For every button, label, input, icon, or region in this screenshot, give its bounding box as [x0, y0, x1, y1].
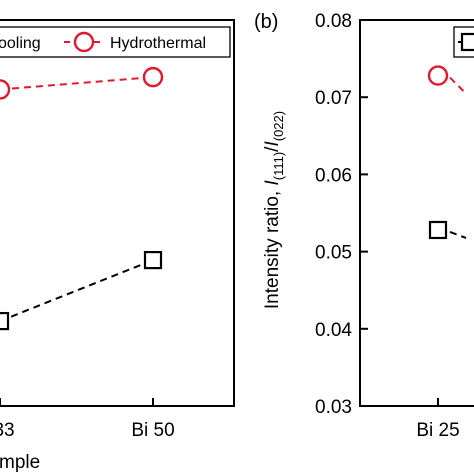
- panel-a-frame: [0, 19, 235, 407]
- marker-cooling: [428, 220, 448, 240]
- legend-marker-hydrothermal: [73, 31, 95, 53]
- panel-b: (b) Intensity ratio, I(111)/I(022) 0.030…: [254, 11, 474, 441]
- y-axis-title-prefix: Intensity ratio,: [262, 186, 283, 310]
- y-axis-title-i1: I: [262, 180, 283, 186]
- y-tick-label: 0.05: [315, 243, 352, 264]
- panel-a-x-tick-labels: 33 Bi 50: [0, 420, 175, 441]
- panel-b-label: (b): [254, 11, 278, 33]
- y-tick-label: 0.08: [315, 11, 352, 32]
- y-axis-title-slash: /: [262, 146, 283, 152]
- panel-b-x-tick-labels: Bi 25: [416, 420, 459, 441]
- panel-a-x-axis-title: mple: [0, 452, 40, 473]
- series-line-hydro: [449, 76, 467, 95]
- panel-b-markers: [427, 65, 449, 240]
- marker-hydro: [427, 65, 449, 86]
- y-axis-title-sub1: (111): [271, 152, 286, 180]
- x-tick-label: Bi 50: [131, 420, 174, 441]
- series-line-hydro: [0, 76, 154, 91]
- marker-cooling: [0, 311, 10, 331]
- panel-b-y-ticks: [360, 19, 368, 407]
- panel-b-series-lines: [449, 76, 467, 239]
- panel-a: 33 Bi 50 mple ooling Hydrothermal: [0, 19, 235, 473]
- legend: ooling Hydrothermal: [0, 26, 231, 58]
- y-tick-label: 0.04: [315, 320, 352, 341]
- marker-hydro: [142, 66, 164, 88]
- legend-label-cooling: ooling: [0, 35, 41, 52]
- panel-b-legend-partial: [453, 26, 474, 58]
- marker-hydro: [0, 79, 11, 100]
- series-line-cooling: [449, 231, 467, 239]
- x-tick-label: 33: [0, 420, 15, 441]
- legend-box: [0, 26, 231, 58]
- x-tick-label: Bi 25: [416, 420, 459, 441]
- panel-b-legend-marker-cooling: [460, 32, 474, 52]
- series-line-cooling: [0, 259, 154, 323]
- legend-label-hydrothermal: Hydrothermal: [110, 35, 206, 52]
- y-tick-label: 0.03: [315, 397, 352, 418]
- y-tick-label: 0.06: [315, 165, 352, 186]
- panel-b-frame: [359, 19, 474, 407]
- y-axis-title-sub2: (022): [271, 111, 286, 141]
- panel-b-y-tick-labels: 0.03 0.04 0.05 0.06 0.07 0.08: [315, 11, 352, 418]
- y-axis-title-i2: I: [262, 141, 283, 147]
- y-tick-label: 0.07: [315, 88, 352, 109]
- panel-a-x-ticks: [0, 398, 154, 406]
- marker-cooling: [143, 250, 163, 270]
- panel-a-markers: [0, 66, 164, 331]
- panel-b-y-axis-title: Intensity ratio, I(111)/I(022): [262, 111, 286, 309]
- panel-a-series-lines: [0, 76, 154, 323]
